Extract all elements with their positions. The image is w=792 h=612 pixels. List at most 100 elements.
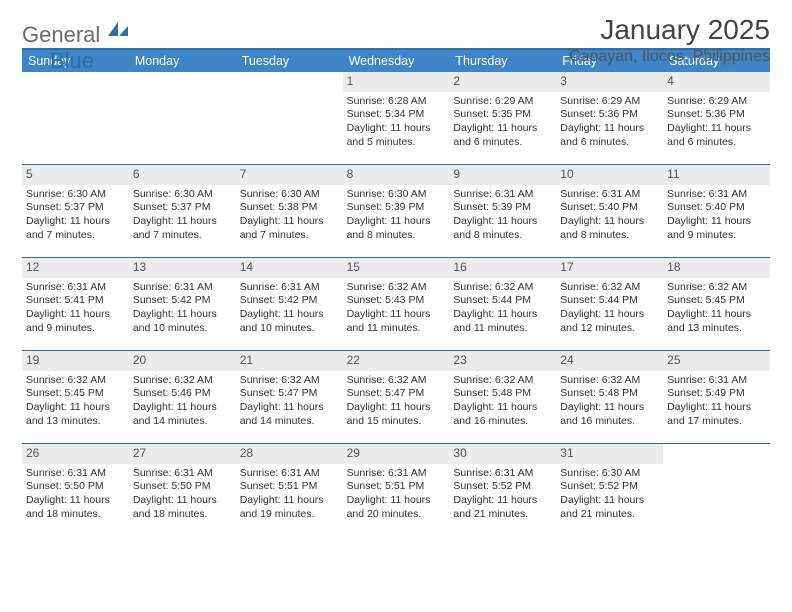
day-number: 12 [22, 258, 129, 278]
day-cell [129, 72, 236, 164]
week-row: 19Sunrise: 6:32 AMSunset: 5:45 PMDayligh… [22, 351, 770, 444]
sunset-text: Sunset: 5:45 PM [26, 387, 125, 401]
daylight-text: Daylight: 11 hours and 12 minutes. [560, 308, 659, 335]
sunset-text: Sunset: 5:49 PM [667, 387, 766, 401]
sunset-text: Sunset: 5:44 PM [453, 294, 552, 308]
sunset-text: Sunset: 5:52 PM [453, 480, 552, 494]
day-number [236, 72, 343, 76]
daylight-text: Daylight: 11 hours and 7 minutes. [240, 215, 339, 242]
day-cell: 11Sunrise: 6:31 AMSunset: 5:40 PMDayligh… [663, 165, 770, 257]
sunrise-text: Sunrise: 6:31 AM [240, 281, 339, 295]
sunrise-text: Sunrise: 6:31 AM [560, 188, 659, 202]
sunrise-text: Sunrise: 6:31 AM [26, 281, 125, 295]
sunset-text: Sunset: 5:37 PM [133, 201, 232, 215]
day-cell: 27Sunrise: 6:31 AMSunset: 5:50 PMDayligh… [129, 444, 236, 536]
sunset-text: Sunset: 5:50 PM [26, 480, 125, 494]
day-number: 24 [556, 351, 663, 371]
day-cell: 24Sunrise: 6:32 AMSunset: 5:48 PMDayligh… [556, 351, 663, 443]
day-cell: 30Sunrise: 6:31 AMSunset: 5:52 PMDayligh… [449, 444, 556, 536]
day-cell: 20Sunrise: 6:32 AMSunset: 5:46 PMDayligh… [129, 351, 236, 443]
day-number: 23 [449, 351, 556, 371]
sunrise-text: Sunrise: 6:31 AM [347, 467, 446, 481]
sunset-text: Sunset: 5:38 PM [240, 201, 339, 215]
day-number: 1 [343, 72, 450, 92]
location-subtitle: Caoayan, Ilocos, Philippines [569, 48, 770, 66]
daylight-text: Daylight: 11 hours and 11 minutes. [453, 308, 552, 335]
day-cell: 16Sunrise: 6:32 AMSunset: 5:44 PMDayligh… [449, 258, 556, 350]
day-number: 9 [449, 165, 556, 185]
daylight-text: Daylight: 11 hours and 13 minutes. [26, 401, 125, 428]
day-number: 30 [449, 444, 556, 464]
sunset-text: Sunset: 5:51 PM [240, 480, 339, 494]
sunrise-text: Sunrise: 6:29 AM [667, 95, 766, 109]
sail-icon [106, 20, 130, 38]
brand-general-text: General [22, 22, 100, 47]
day-number: 14 [236, 258, 343, 278]
day-cell: 21Sunrise: 6:32 AMSunset: 5:47 PMDayligh… [236, 351, 343, 443]
day-cell: 12Sunrise: 6:31 AMSunset: 5:41 PMDayligh… [22, 258, 129, 350]
sunset-text: Sunset: 5:47 PM [347, 387, 446, 401]
sunrise-text: Sunrise: 6:32 AM [453, 281, 552, 295]
sunset-text: Sunset: 5:42 PM [133, 294, 232, 308]
day-number: 7 [236, 165, 343, 185]
day-number: 2 [449, 72, 556, 92]
sunrise-text: Sunrise: 6:32 AM [560, 281, 659, 295]
day-header: Monday [129, 50, 236, 72]
sunrise-text: Sunrise: 6:29 AM [560, 95, 659, 109]
sunset-text: Sunset: 5:51 PM [347, 480, 446, 494]
day-cell: 9Sunrise: 6:31 AMSunset: 5:39 PMDaylight… [449, 165, 556, 257]
sunset-text: Sunset: 5:46 PM [133, 387, 232, 401]
day-cell: 18Sunrise: 6:32 AMSunset: 5:45 PMDayligh… [663, 258, 770, 350]
daylight-text: Daylight: 11 hours and 9 minutes. [26, 308, 125, 335]
sunset-text: Sunset: 5:45 PM [667, 294, 766, 308]
sunset-text: Sunset: 5:48 PM [453, 387, 552, 401]
sunset-text: Sunset: 5:44 PM [560, 294, 659, 308]
day-cell: 29Sunrise: 6:31 AMSunset: 5:51 PMDayligh… [343, 444, 450, 536]
day-number: 21 [236, 351, 343, 371]
day-number: 19 [22, 351, 129, 371]
weeks-container: 1Sunrise: 6:28 AMSunset: 5:34 PMDaylight… [22, 72, 770, 536]
sunrise-text: Sunrise: 6:32 AM [453, 374, 552, 388]
day-header: Tuesday [236, 50, 343, 72]
sunrise-text: Sunrise: 6:30 AM [560, 467, 659, 481]
sunrise-text: Sunrise: 6:31 AM [453, 188, 552, 202]
daylight-text: Daylight: 11 hours and 18 minutes. [133, 494, 232, 521]
day-number: 5 [22, 165, 129, 185]
sunset-text: Sunset: 5:37 PM [26, 201, 125, 215]
sunset-text: Sunset: 5:36 PM [560, 108, 659, 122]
day-cell: 3Sunrise: 6:29 AMSunset: 5:36 PMDaylight… [556, 72, 663, 164]
day-number: 31 [556, 444, 663, 464]
day-number [663, 444, 770, 448]
sunrise-text: Sunrise: 6:31 AM [133, 281, 232, 295]
brand-logo-stack: General Blue [22, 18, 130, 74]
day-cell: 13Sunrise: 6:31 AMSunset: 5:42 PMDayligh… [129, 258, 236, 350]
sunset-text: Sunset: 5:40 PM [667, 201, 766, 215]
day-cell: 15Sunrise: 6:32 AMSunset: 5:43 PMDayligh… [343, 258, 450, 350]
sunrise-text: Sunrise: 6:32 AM [667, 281, 766, 295]
sunset-text: Sunset: 5:47 PM [240, 387, 339, 401]
sunset-text: Sunset: 5:40 PM [560, 201, 659, 215]
daylight-text: Daylight: 11 hours and 14 minutes. [133, 401, 232, 428]
daylight-text: Daylight: 11 hours and 16 minutes. [560, 401, 659, 428]
day-cell [236, 72, 343, 164]
daylight-text: Daylight: 11 hours and 5 minutes. [347, 122, 446, 149]
sunset-text: Sunset: 5:39 PM [347, 201, 446, 215]
daylight-text: Daylight: 11 hours and 6 minutes. [560, 122, 659, 149]
day-cell: 26Sunrise: 6:31 AMSunset: 5:50 PMDayligh… [22, 444, 129, 536]
day-number: 8 [343, 165, 450, 185]
sunrise-text: Sunrise: 6:32 AM [240, 374, 339, 388]
daylight-text: Daylight: 11 hours and 13 minutes. [667, 308, 766, 335]
daylight-text: Daylight: 11 hours and 6 minutes. [667, 122, 766, 149]
sunrise-text: Sunrise: 6:30 AM [240, 188, 339, 202]
daylight-text: Daylight: 11 hours and 6 minutes. [453, 122, 552, 149]
daylight-text: Daylight: 11 hours and 8 minutes. [347, 215, 446, 242]
daylight-text: Daylight: 11 hours and 7 minutes. [133, 215, 232, 242]
day-number: 28 [236, 444, 343, 464]
sunset-text: Sunset: 5:52 PM [560, 480, 659, 494]
sunset-text: Sunset: 5:48 PM [560, 387, 659, 401]
day-cell: 10Sunrise: 6:31 AMSunset: 5:40 PMDayligh… [556, 165, 663, 257]
sunset-text: Sunset: 5:50 PM [133, 480, 232, 494]
sunset-text: Sunset: 5:43 PM [347, 294, 446, 308]
sunset-text: Sunset: 5:39 PM [453, 201, 552, 215]
daylight-text: Daylight: 11 hours and 20 minutes. [347, 494, 446, 521]
